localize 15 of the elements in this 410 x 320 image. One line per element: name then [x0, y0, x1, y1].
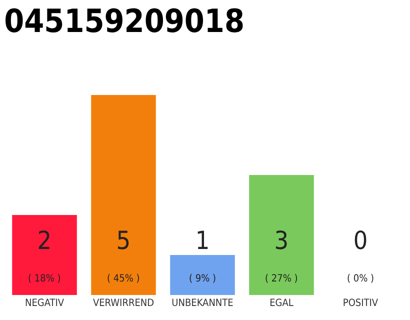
data-label: 1 ( 9% )	[189, 226, 216, 284]
bar	[170, 255, 235, 295]
bar	[91, 95, 156, 295]
data-label: 3 ( 27% )	[265, 226, 298, 284]
data-label: 5 ( 45% )	[107, 226, 140, 284]
x-tick-label: VERWIRREND	[92, 298, 154, 309]
data-label: 0 ( 0% )	[347, 226, 374, 284]
x-tick-label: POSITIV	[342, 298, 379, 309]
x-tick-label: NEGATIV	[24, 298, 65, 309]
x-tick-label: UNBEKANNTE	[172, 298, 234, 309]
data-label: 2 ( 18% )	[28, 226, 61, 284]
chart-title: 045159209018	[4, 2, 244, 40]
bar	[12, 215, 77, 295]
x-tick-label: EGAL	[270, 298, 294, 309]
bar	[249, 175, 314, 295]
